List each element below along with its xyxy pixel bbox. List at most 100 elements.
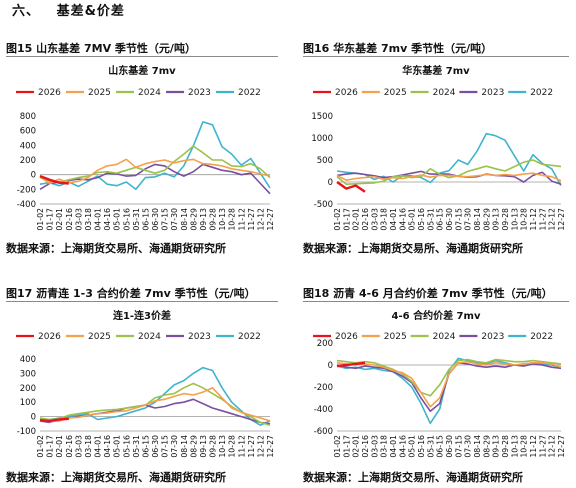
- figure-label: 图17: [6, 287, 33, 300]
- x-tick-label: 07-15: [161, 208, 170, 231]
- legend-label: 2023: [188, 88, 211, 98]
- legend-label: 2026: [335, 88, 358, 98]
- x-tick-label: 04-01: [94, 208, 103, 231]
- y-tick-label: -200: [314, 383, 333, 393]
- x-tick-label: 08-14: [473, 435, 482, 458]
- x-tick-label: 09-13: [492, 435, 501, 458]
- figure-caption: 沥青连 1-3 合约价差 7mv 季节性（元/吨）: [36, 287, 256, 300]
- series-line-2026: [336, 181, 366, 193]
- y-tick-label: 1500: [311, 112, 333, 122]
- legend-label: 2022: [238, 88, 261, 98]
- series-line-2022: [336, 357, 562, 425]
- x-tick-label: 02-16: [65, 435, 74, 458]
- section-title: 六、 基差&价差: [12, 0, 125, 19]
- x-tick-label: 01-17: [46, 435, 55, 458]
- x-tick-label: 07-30: [170, 208, 179, 231]
- x-tick-label: 03-18: [84, 435, 93, 458]
- y-tick-label: 0: [31, 413, 36, 423]
- chart-title: 华东基差 7mv: [402, 64, 470, 77]
- x-tick-label: 06-30: [151, 435, 160, 458]
- x-tick-label: 07-15: [454, 435, 463, 458]
- source-note: 数据来源：上海期货交易所、海通期货研究所: [6, 242, 226, 255]
- y-tick-label: 0: [31, 171, 36, 181]
- x-tick-label: 12-12: [548, 435, 557, 458]
- x-tick-label: 01-17: [342, 435, 351, 458]
- x-tick-label: 03-18: [84, 208, 93, 231]
- series-line-2022: [39, 366, 271, 426]
- x-tick-label: 07-30: [464, 435, 473, 458]
- x-tick-label: 11-27: [538, 435, 547, 458]
- legend-label: 2026: [335, 332, 358, 342]
- legend-label: 2023: [481, 332, 504, 342]
- series-line-2025: [336, 172, 562, 182]
- x-tick-label: 08-14: [180, 208, 189, 231]
- series-line-2026: [39, 417, 69, 423]
- series-line-2023: [39, 163, 271, 195]
- x-tick-label: 10-28: [520, 435, 529, 458]
- x-tick-label: 08-14: [473, 208, 482, 231]
- legend-label: 2023: [481, 88, 504, 98]
- y-tick-label: 1000: [311, 134, 333, 144]
- x-tick-label: 09-28: [209, 208, 218, 231]
- x-tick-label: 12-27: [557, 208, 566, 231]
- x-tick-label: 06-30: [445, 435, 454, 458]
- x-tick-label: 10-13: [510, 435, 519, 458]
- x-tick-label: 09-28: [501, 435, 510, 458]
- y-tick-label: 800: [20, 112, 36, 122]
- x-tick-label: 10-13: [218, 208, 227, 231]
- source-note: 数据来源：上海期货交易所、海通期货研究所: [6, 471, 226, 484]
- x-tick-label: 05-01: [113, 208, 122, 231]
- section-number: 六、: [12, 4, 41, 19]
- figure-label: 图15: [6, 42, 33, 55]
- x-tick-label: 08-29: [189, 208, 198, 231]
- x-tick-label: 10-13: [510, 208, 519, 231]
- x-tick-label: 10-28: [228, 208, 237, 231]
- chart-title: 山东基差 7mv: [108, 64, 176, 77]
- source-note: 数据来源：上海期货交易所、海通期货研究所: [303, 242, 523, 255]
- series-line-2025: [39, 387, 271, 423]
- y-tick-label: 400: [20, 355, 36, 365]
- title-rule: [303, 301, 569, 302]
- y-tick-label: -400: [314, 405, 333, 415]
- x-tick-label: 06-15: [436, 435, 445, 458]
- figure-caption: 山东基差 7MV 季节性（元/吨）: [36, 42, 196, 55]
- legend-label: 2022: [530, 88, 553, 98]
- y-tick-label: -100: [17, 427, 36, 437]
- x-tick-label: 03-03: [74, 208, 83, 231]
- x-tick-label: 09-13: [199, 435, 208, 458]
- x-tick-label: 12-27: [266, 435, 275, 458]
- series-line-2024: [39, 145, 271, 183]
- x-tick-label: 12-12: [256, 435, 265, 458]
- series-line-2024: [39, 382, 271, 426]
- series-line-2023: [336, 170, 562, 185]
- x-tick-label: 01-17: [46, 208, 55, 231]
- chart-1-3-spread: 连1-连3价差 2026 2025 2024 2023 2022 -100 0 100 200 30…: [16, 309, 275, 458]
- title-rule: [6, 301, 278, 302]
- x-tick-label: 02-01: [352, 208, 361, 231]
- x-tick-label: 12-27: [266, 208, 275, 231]
- legend-label: 2025: [384, 88, 407, 98]
- y-tick-label: 0: [328, 361, 333, 371]
- figure-title-16: 图16 华东基差 7mv 季节性（元/吨）: [303, 40, 492, 56]
- x-tick-label: 09-28: [501, 208, 510, 231]
- x-tick-label: 05-16: [417, 208, 426, 231]
- legend-label: 2023: [188, 332, 211, 342]
- legend-label: 2024: [138, 332, 161, 342]
- x-tick-label: 02-01: [352, 435, 361, 458]
- x-tick-label: 08-29: [189, 435, 198, 458]
- x-tick-label: 04-01: [389, 435, 398, 458]
- series-line-2026: [336, 361, 366, 368]
- x-tick-label: 01-17: [342, 208, 351, 231]
- x-tick-label: 01-02: [333, 208, 342, 231]
- x-tick-label: 05-01: [113, 435, 122, 458]
- y-tick-label: -600: [314, 427, 333, 437]
- x-tick-label: 05-31: [132, 435, 141, 458]
- series-line-2025: [336, 360, 562, 408]
- x-tick-label: 08-29: [482, 435, 491, 458]
- x-tick-label: 03-03: [370, 435, 379, 458]
- chart-4-6-spread: 4-6 合约价差 7mv 2026 2025 2024 2023 2022 -600 -400…: [313, 309, 566, 458]
- series-line-2024: [336, 358, 562, 397]
- x-tick-label: 06-15: [436, 208, 445, 231]
- figure-title-18: 图18 沥青 4-6 月合约价差 7mv 季节性（元/吨）: [303, 285, 553, 301]
- y-tick-label: 200: [20, 384, 36, 394]
